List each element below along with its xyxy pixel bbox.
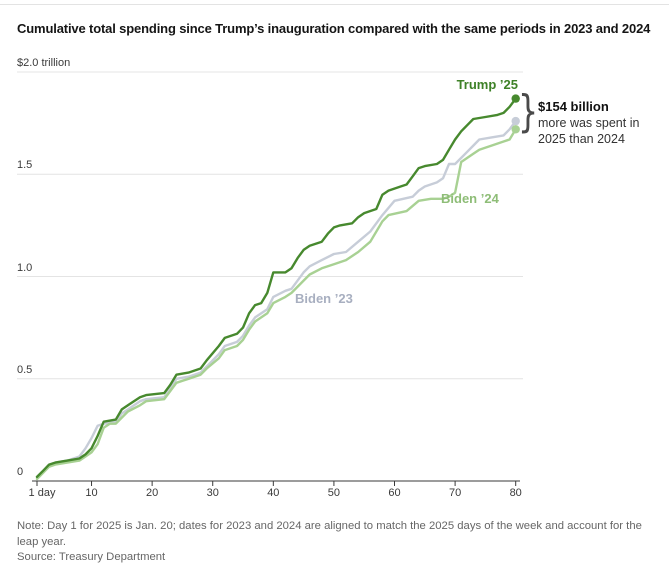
y-tick-label: 0 [17,466,24,478]
plot-area: Trump ’25 Biden ’24 Biden ’23 } $154 bil… [17,57,658,499]
x-tick-label: 60 [388,487,401,499]
x-tick-label: 30 [206,487,219,499]
spending-line-chart [17,71,523,486]
series-endpoint-trump-25 [511,94,520,103]
series-endpoint-biden-24 [511,125,520,134]
top-divider [0,4,669,5]
series-label-biden-24: Biden ’24 [441,191,499,206]
x-tick-label: 80 [509,487,522,499]
difference-annotation-line3: 2025 than 2024 [538,132,625,146]
brace-annotation-glyph: } [518,86,539,137]
footnote: Note: Day 1 for 2025 is Jan. 20; dates f… [17,520,642,548]
y-tick-label: $2.0 trillion [17,57,71,69]
x-tick-label: 70 [448,487,462,499]
x-tick-label: 20 [146,487,159,499]
y-tick-label: 1.0 [17,261,33,274]
y-tick-label: 0.5 [17,363,33,376]
y-tick-label: 1.5 [17,159,33,172]
x-tick-label: 10 [85,487,98,499]
series-label-trump-25: Trump ’25 [456,77,518,92]
series-endpoint-biden-23 [511,116,520,126]
chart-title: Cumulative total spending since Trump’s … [17,21,651,36]
difference-annotation-headline: $154 billion [538,99,609,114]
difference-annotation: $154 billion more was spent in 2025 than… [538,98,658,147]
x-tick-label: 40 [267,487,280,499]
difference-annotation-line2: more was spent in [538,116,640,130]
series-label-biden-23: Biden ’23 [295,291,353,306]
series-line-trump-25 [35,97,517,479]
x-tick-label: 50 [327,487,341,499]
series-line-biden-24 [35,128,517,481]
source-credit: Source: Treasury Department [17,551,166,563]
x-tick-label: 1 day [28,487,56,499]
